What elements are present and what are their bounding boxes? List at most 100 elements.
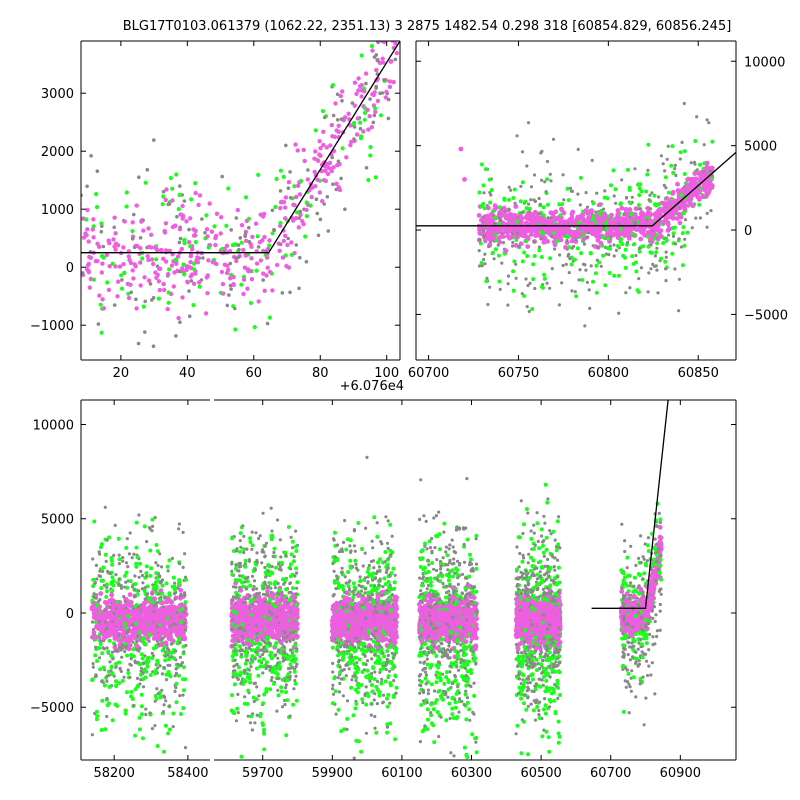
green-point [182, 688, 186, 693]
gray-point [506, 303, 510, 307]
gray-point [506, 282, 510, 286]
gray-point [227, 293, 231, 297]
gray-point [376, 41, 380, 45]
magenta-point [226, 267, 231, 273]
magenta-point [338, 93, 343, 99]
gray-point [694, 216, 698, 220]
gray-point [284, 686, 288, 690]
gray-point [260, 561, 264, 565]
green-point [609, 183, 613, 188]
green-point [137, 715, 142, 720]
magenta-point [295, 183, 301, 188]
green-point [522, 294, 527, 298]
magenta-point [123, 637, 128, 643]
gray-point [561, 173, 565, 177]
gray-point [114, 665, 118, 670]
gray-point [604, 252, 609, 256]
gray-point [602, 226, 606, 230]
magenta-point [120, 618, 125, 623]
green-point [144, 571, 149, 576]
gray-point [511, 240, 515, 244]
green-point [682, 149, 687, 154]
gray-point [573, 290, 577, 294]
gray-point [102, 647, 106, 651]
magenta-point [261, 271, 266, 276]
green-point [94, 192, 99, 197]
gray-point [220, 174, 224, 179]
green-point [524, 239, 529, 244]
magenta-point [97, 293, 102, 298]
green-point [105, 280, 110, 285]
magenta-point [107, 264, 112, 269]
magenta-point [89, 605, 95, 610]
gray-point [326, 229, 331, 233]
green-point [124, 190, 129, 195]
green-point [248, 583, 253, 588]
gray-point [477, 264, 482, 268]
gray-point [263, 583, 268, 587]
magenta-point [508, 217, 514, 223]
gray-point [364, 166, 369, 170]
green-point [604, 223, 609, 228]
magenta-point [241, 247, 246, 253]
magenta-point [365, 107, 370, 113]
gray-point [93, 675, 97, 679]
gray-point [234, 256, 238, 261]
magenta-point [340, 89, 345, 94]
green-point [135, 684, 140, 689]
gray-point [108, 660, 112, 664]
magenta-point [134, 306, 139, 311]
green-point [303, 234, 308, 239]
magenta-point [138, 246, 143, 251]
magenta-point [657, 229, 663, 235]
gray-point [532, 173, 537, 177]
gray-point [131, 640, 135, 644]
gray-point [651, 262, 655, 266]
gray-point [596, 245, 600, 249]
green-point [197, 284, 202, 289]
gray-point [151, 670, 155, 674]
magenta-point [383, 95, 388, 100]
magenta-point [293, 216, 299, 221]
gray-point [334, 187, 339, 192]
magenta-point [531, 214, 537, 220]
magenta-point [262, 288, 267, 293]
gray-point [533, 286, 537, 291]
gray-point [148, 711, 152, 715]
magenta-point [218, 231, 223, 236]
gray-point [673, 267, 677, 271]
magenta-point [191, 281, 197, 286]
magenta-point [167, 248, 172, 253]
green-point [181, 262, 186, 267]
green-point [490, 251, 495, 256]
magenta-point [117, 264, 123, 269]
gray-point [162, 694, 166, 698]
gray-point [181, 530, 185, 535]
gray-point [228, 283, 233, 288]
gray-point [243, 232, 248, 237]
gray-point [123, 393, 127, 397]
gray-point [248, 721, 253, 725]
gray-point [603, 189, 607, 193]
green-point [171, 575, 176, 580]
magenta-point [115, 626, 121, 632]
green-point [666, 190, 671, 195]
green-point [295, 210, 300, 215]
magenta-point [176, 254, 181, 259]
gray-point [393, 57, 398, 62]
gray-point [270, 529, 274, 533]
green-point [120, 678, 125, 683]
magenta-point [164, 599, 169, 605]
gray-point [117, 562, 121, 566]
gray-point [638, 207, 642, 211]
gray-point [322, 202, 327, 206]
gray-point [105, 646, 109, 650]
green-point [169, 650, 174, 655]
gray-point [91, 665, 95, 669]
green-point [152, 646, 156, 651]
green-point [532, 254, 537, 258]
green-point [680, 231, 685, 236]
green-point [681, 211, 686, 216]
gray-point [253, 721, 257, 725]
magenta-point [370, 92, 375, 97]
